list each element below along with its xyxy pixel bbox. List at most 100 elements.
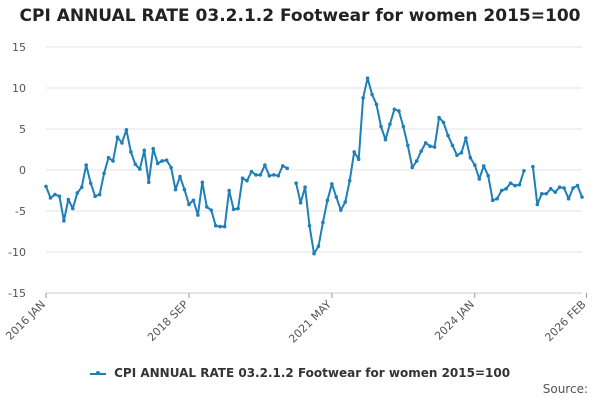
data-point[interactable] <box>227 188 231 193</box>
data-point[interactable] <box>44 184 48 189</box>
data-point[interactable] <box>562 186 566 190</box>
data-point[interactable] <box>410 165 415 170</box>
data-point[interactable] <box>459 150 464 155</box>
data-point[interactable] <box>477 177 482 181</box>
data-point[interactable] <box>517 182 522 187</box>
data-point[interactable] <box>142 148 147 153</box>
data-point[interactable] <box>240 176 245 180</box>
data-point[interactable] <box>522 169 526 173</box>
data-point[interactable] <box>267 173 272 178</box>
data-point[interactable] <box>548 187 553 191</box>
data-point[interactable] <box>133 162 138 167</box>
data-point[interactable] <box>276 173 281 178</box>
data-point[interactable] <box>437 115 441 120</box>
data-point[interactable] <box>164 158 169 162</box>
data-point[interactable] <box>486 173 491 178</box>
data-point[interactable] <box>178 174 182 179</box>
data-point[interactable] <box>361 96 365 100</box>
data-point[interactable] <box>352 150 357 154</box>
data-point[interactable] <box>544 191 549 196</box>
data-point[interactable] <box>303 185 307 190</box>
data-point[interactable] <box>272 173 276 177</box>
data-point[interactable] <box>397 109 401 113</box>
data-point[interactable] <box>57 194 62 199</box>
data-point[interactable] <box>455 153 459 158</box>
data-point[interactable] <box>155 161 160 166</box>
data-point[interactable] <box>236 206 240 211</box>
data-point[interactable] <box>173 187 178 192</box>
data-point[interactable] <box>254 173 258 177</box>
data-point[interactable] <box>209 208 214 212</box>
data-point[interactable] <box>414 159 419 163</box>
data-point[interactable] <box>102 171 106 176</box>
data-point[interactable] <box>423 141 428 145</box>
data-point[interactable] <box>481 164 486 168</box>
data-point[interactable] <box>307 223 312 228</box>
data-point[interactable] <box>182 187 187 192</box>
data-point[interactable] <box>379 124 383 129</box>
data-point[interactable] <box>75 191 80 195</box>
data-point[interactable] <box>383 137 388 142</box>
data-point[interactable] <box>321 220 325 225</box>
data-point[interactable] <box>138 167 142 171</box>
data-point[interactable] <box>258 173 263 177</box>
data-point[interactable] <box>245 178 249 183</box>
data-point[interactable] <box>298 201 303 205</box>
data-point[interactable] <box>48 196 53 200</box>
data-point[interactable] <box>370 92 374 97</box>
data-point[interactable] <box>513 183 517 188</box>
data-point[interactable] <box>53 192 57 197</box>
data-point[interactable] <box>218 224 222 229</box>
data-point[interactable] <box>294 181 298 185</box>
data-point[interactable] <box>169 165 173 170</box>
data-point[interactable] <box>388 122 392 126</box>
data-point[interactable] <box>200 180 205 185</box>
data-point[interactable] <box>495 196 499 201</box>
data-point[interactable] <box>365 76 370 80</box>
data-point[interactable] <box>334 195 339 199</box>
data-point[interactable] <box>66 197 71 202</box>
data-point[interactable] <box>160 159 164 163</box>
data-point[interactable] <box>124 128 129 132</box>
data-point[interactable] <box>464 136 468 140</box>
data-point[interactable] <box>343 200 348 204</box>
data-point[interactable] <box>93 194 97 199</box>
data-point[interactable] <box>499 188 504 193</box>
data-point[interactable] <box>330 182 334 186</box>
data-point[interactable] <box>62 219 66 223</box>
data-point[interactable] <box>339 208 343 212</box>
data-point[interactable] <box>504 187 508 191</box>
data-point[interactable] <box>84 163 88 167</box>
data-point[interactable] <box>540 191 544 196</box>
data-point[interactable] <box>450 143 455 148</box>
data-point[interactable] <box>401 124 406 129</box>
data-point[interactable] <box>468 155 473 160</box>
data-point[interactable] <box>580 195 584 199</box>
data-point[interactable] <box>120 141 124 145</box>
data-point[interactable] <box>490 198 495 203</box>
data-point[interactable] <box>97 192 102 197</box>
data-point[interactable] <box>146 180 151 185</box>
data-point[interactable] <box>263 163 267 167</box>
data-point[interactable] <box>115 135 120 139</box>
data-point[interactable] <box>285 166 290 171</box>
data-point[interactable] <box>79 185 84 190</box>
data-point[interactable] <box>191 198 196 203</box>
data-point[interactable] <box>428 144 432 149</box>
data-point[interactable] <box>575 183 580 188</box>
data-point[interactable] <box>249 169 254 174</box>
data-point[interactable] <box>88 181 93 185</box>
data-point[interactable] <box>187 202 191 207</box>
legend[interactable]: CPI ANNUAL RATE 03.2.1.2 Footwear for wo… <box>0 366 600 380</box>
data-point[interactable] <box>347 178 352 183</box>
data-point[interactable] <box>356 157 361 162</box>
data-point[interactable] <box>312 251 316 256</box>
source-label[interactable]: Source: <box>542 382 588 396</box>
data-point[interactable] <box>557 185 562 190</box>
data-point[interactable] <box>392 107 397 112</box>
data-point[interactable] <box>432 145 437 149</box>
data-point[interactable] <box>571 186 575 190</box>
data-point[interactable] <box>196 213 200 217</box>
data-point[interactable] <box>531 164 535 169</box>
data-point[interactable] <box>213 223 218 228</box>
